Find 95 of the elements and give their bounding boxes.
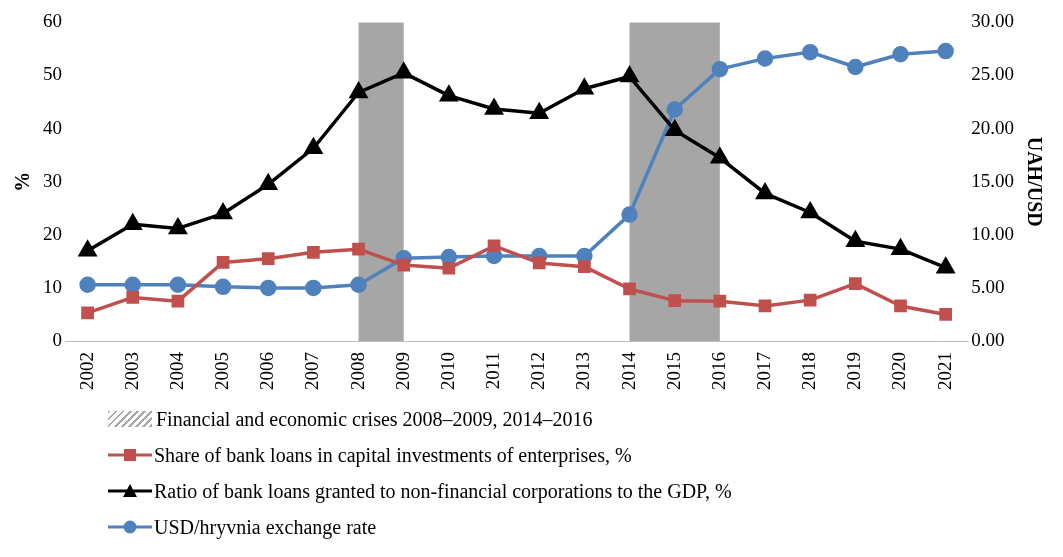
point — [623, 282, 636, 296]
point — [126, 291, 140, 304]
x-tick-label: 2012 — [527, 352, 549, 390]
point — [847, 58, 864, 76]
point — [756, 183, 774, 200]
legend-label: Share of bank loans in capital investments of enterprises, % — [154, 443, 632, 467]
point — [214, 203, 232, 220]
y-tick-label: 50 — [43, 63, 62, 85]
point — [892, 46, 909, 63]
point — [578, 260, 591, 274]
point — [756, 50, 774, 67]
x-tick-label: 2015 — [662, 352, 684, 390]
y2-tick-label: 25.00 — [971, 63, 1014, 85]
x-tick-label: 2020 — [888, 352, 910, 390]
point — [214, 278, 232, 296]
x-tick-label: 2010 — [436, 352, 458, 390]
point — [713, 294, 727, 308]
y2-tick-label: 5.00 — [971, 275, 1005, 297]
point — [894, 299, 907, 313]
point — [487, 239, 501, 253]
point — [803, 293, 817, 307]
point — [711, 148, 729, 164]
point — [78, 240, 97, 257]
legend-label: Ratio of bank loans granted to non-financial corporations to the GDP, % — [154, 479, 732, 503]
point — [758, 299, 772, 313]
point — [352, 242, 365, 256]
x-tick-label: 2013 — [572, 352, 594, 390]
point — [846, 231, 865, 247]
point — [307, 245, 320, 259]
y-tick-label: 40 — [43, 116, 62, 138]
point — [79, 276, 96, 293]
point — [801, 202, 819, 219]
point — [395, 63, 413, 79]
point — [620, 66, 639, 83]
x-tick-label: 2011 — [482, 352, 504, 390]
y-axis-title: % — [11, 171, 34, 192]
point — [936, 257, 955, 274]
point — [532, 256, 546, 270]
x-tick-label: 2002 — [75, 352, 97, 390]
point — [349, 82, 368, 99]
legend-label: USD/hryvnia exchange rate — [154, 515, 377, 539]
point — [668, 294, 682, 307]
point — [711, 60, 729, 78]
y2-tick-label: 10.00 — [971, 222, 1014, 244]
x-tick-label: 2007 — [301, 352, 323, 390]
x-tick-label: 2016 — [707, 352, 729, 390]
point — [169, 218, 187, 235]
point — [939, 308, 953, 321]
point — [304, 138, 323, 154]
y2-tick-label: 0.00 — [971, 328, 1005, 350]
y2-tick-label: 15.00 — [971, 169, 1014, 191]
point — [575, 79, 594, 95]
point — [891, 239, 910, 255]
point — [849, 277, 862, 290]
x-tick-label: 2003 — [120, 352, 142, 390]
y-tick-label: 20 — [43, 222, 62, 244]
x-tick-label: 2014 — [617, 351, 639, 390]
point — [169, 276, 187, 293]
y2-axis-title: UAH/USD — [1023, 136, 1046, 227]
x-tick-label: 2019 — [843, 352, 865, 390]
x-tick-label: 2021 — [933, 352, 955, 390]
point — [81, 306, 94, 320]
x-tick-label: 2018 — [798, 352, 820, 390]
point — [171, 294, 185, 308]
point — [440, 85, 458, 102]
x-tick-label: 2004 — [165, 351, 187, 390]
point — [801, 43, 819, 61]
point — [937, 42, 954, 60]
point — [305, 279, 322, 297]
point — [259, 172, 278, 191]
y-tick-label: 0 — [52, 328, 62, 350]
point — [666, 120, 684, 136]
point — [621, 206, 638, 223]
y2-tick-label: 30.00 — [971, 10, 1014, 32]
point — [259, 279, 277, 297]
point — [124, 276, 141, 293]
point — [216, 256, 230, 269]
y-tick-label: 30 — [43, 169, 62, 191]
legend-label: Financial and economic crises 2008–2009, 2014–2016 — [156, 407, 593, 431]
point — [666, 101, 683, 118]
point — [485, 99, 503, 115]
point — [261, 252, 275, 266]
y2-tick-label: 20.00 — [971, 116, 1014, 138]
x-tick-label: 2017 — [753, 352, 774, 390]
point — [397, 258, 411, 272]
x-tick-label: 2006 — [256, 352, 278, 390]
x-tick-label: 2008 — [346, 352, 368, 390]
point — [350, 276, 367, 293]
x-tick-label: 2005 — [211, 352, 233, 390]
y-tick-label: 60 — [43, 10, 62, 32]
x-tick-label: 2009 — [391, 352, 413, 390]
point — [530, 103, 548, 119]
point — [442, 261, 456, 275]
y-tick-label: 10 — [43, 275, 62, 297]
point — [124, 214, 142, 230]
